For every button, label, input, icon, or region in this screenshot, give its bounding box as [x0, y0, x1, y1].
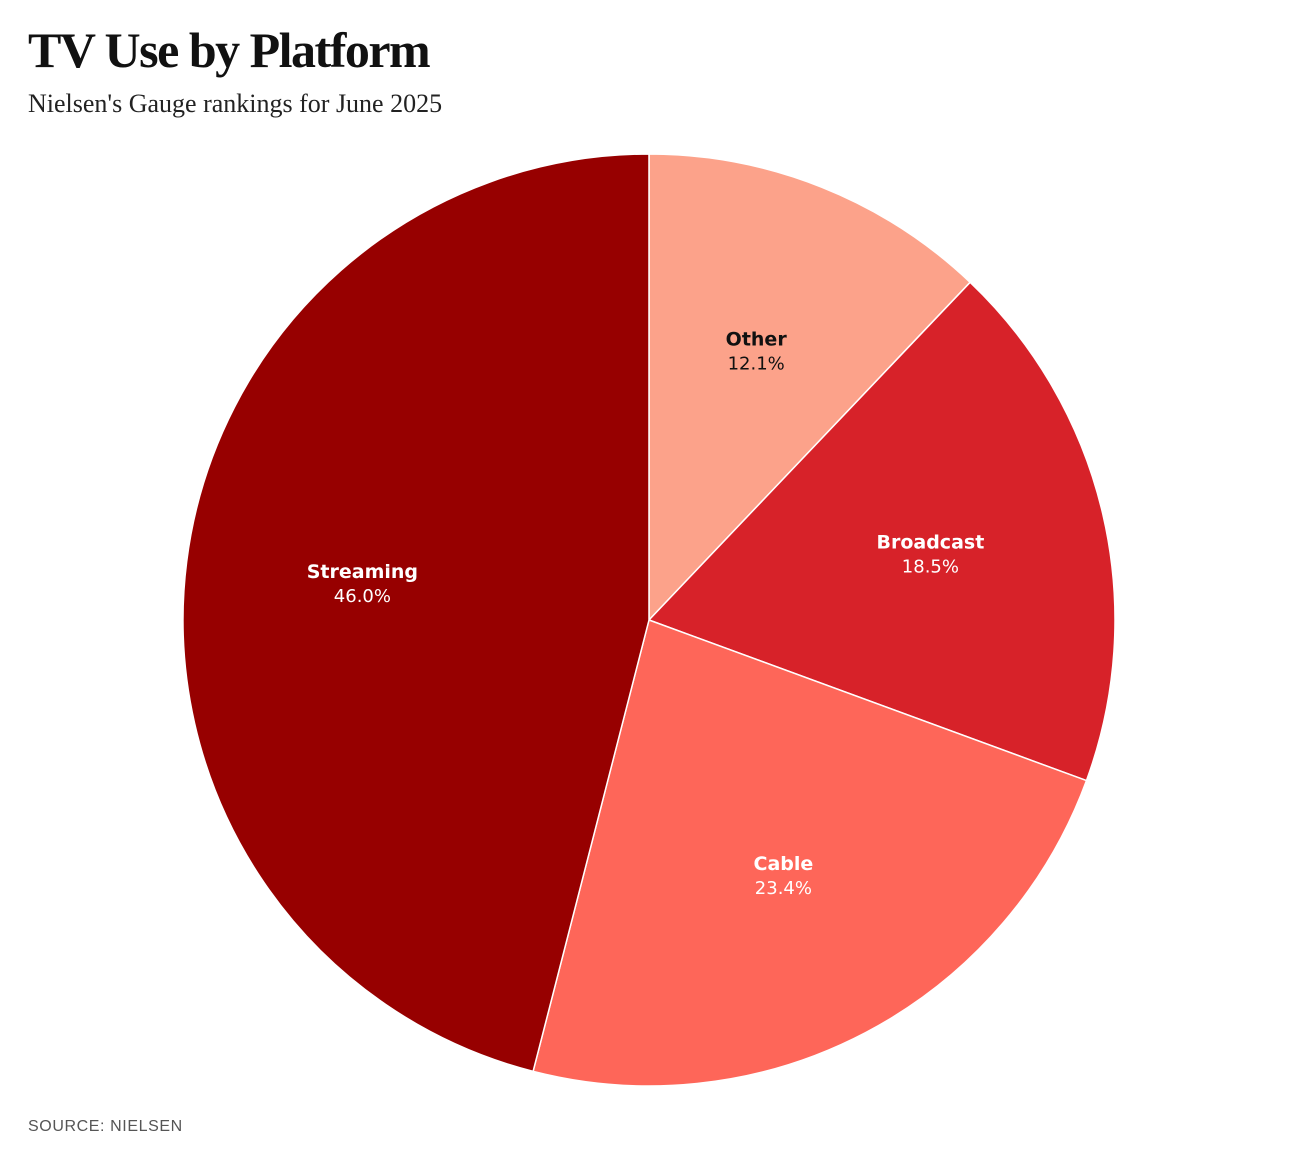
chart-title: TV Use by Platform — [28, 22, 431, 78]
pie-slice-cable[interactable] — [532, 619, 1088, 1087]
pie-slice-broadcast[interactable] — [648, 281, 1116, 782]
slice-value-broadcast: 18.5% — [902, 556, 959, 577]
slice-value-cable: 23.4% — [755, 878, 812, 899]
slice-label-broadcast: Broadcast — [876, 531, 984, 553]
chart-subtitle: Nielsen's Gauge rankings for June 2025 — [28, 89, 443, 118]
slice-value-streaming: 46.0% — [334, 586, 391, 607]
pie-slices — [182, 153, 1116, 1087]
slice-label-cable: Cable — [754, 853, 814, 875]
pie-slice-other[interactable] — [648, 153, 971, 621]
slice-label-other: Other — [726, 329, 788, 351]
slice-label-streaming: Streaming — [307, 561, 418, 583]
slice-value-other: 12.1% — [728, 354, 785, 375]
pie-slice-streaming[interactable] — [182, 153, 650, 1073]
source-note: SOURCE: NIELSEN — [28, 1118, 183, 1135]
pie-labels: Other 12.1% Broadcast 18.5% Cable 23.4% Stream… — [307, 329, 985, 899]
